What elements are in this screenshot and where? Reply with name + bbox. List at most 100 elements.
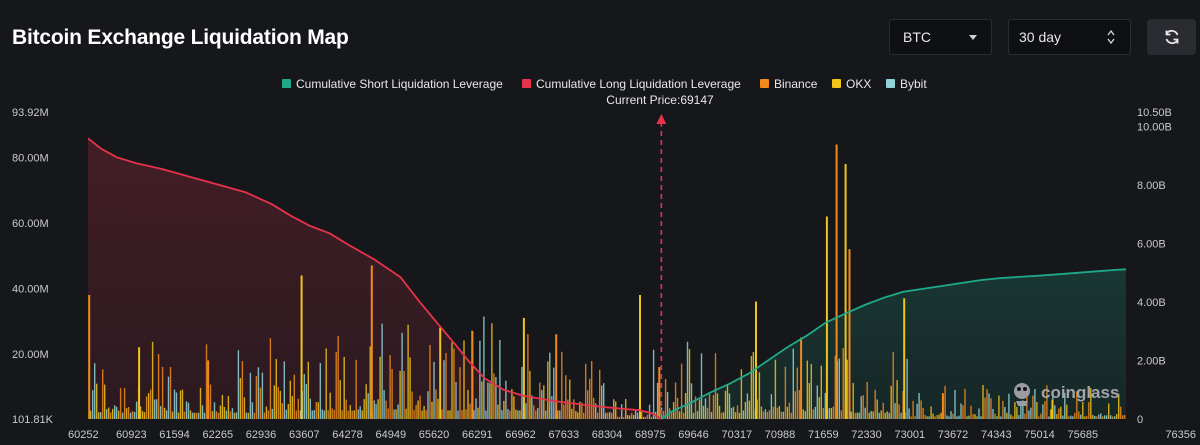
liquidation-bar (585, 363, 587, 419)
liquidation-bar-spike (835, 144, 838, 419)
liquidation-bar (403, 371, 405, 419)
updown-arrows-icon (1107, 29, 1115, 45)
page-title: Bitcoin Exchange Liquidation Map (12, 26, 349, 49)
liquidation-bar (139, 406, 142, 419)
liquidation-bar (597, 412, 599, 419)
liquidation-bar (912, 400, 914, 419)
liquidation-bar (245, 412, 248, 419)
x-axis-tick: 62265 (203, 429, 234, 441)
liquidation-bar (203, 412, 206, 419)
liquidation-bar (607, 412, 609, 419)
period-select-value: 30 day (1019, 29, 1062, 45)
liquidation-bar-spike (370, 265, 373, 419)
liquidation-bar (451, 342, 453, 419)
left-axis: 101.81K 20.00M 40.00M 60.00M 80.00M 93.92M (12, 107, 54, 426)
x-axis-tick: 60252 (68, 429, 99, 441)
liquidation-bar (1122, 415, 1124, 419)
liquidation-bar (549, 352, 551, 419)
liquidation-bar (724, 390, 727, 419)
liquidation-bar (517, 410, 519, 419)
liquidation-bar (796, 367, 798, 419)
liquidation-bar (916, 403, 918, 419)
period-select[interactable]: 30 day (1008, 19, 1131, 55)
x-axis-tick: 69646 (678, 429, 709, 441)
liquidation-bar (892, 352, 894, 419)
liquidation-bar (175, 392, 178, 419)
liquidation-bar (501, 410, 503, 419)
liquidation-bar (1072, 416, 1074, 419)
liquidation-bar (1124, 414, 1126, 419)
liquidation-bar-spike (941, 393, 944, 419)
liquidation-bar (615, 401, 617, 419)
liquidation-bar (880, 410, 882, 419)
liquidation-bar (601, 385, 603, 419)
right-axis-tick: 10.50B (1137, 107, 1172, 119)
liquidation-bar (323, 410, 325, 419)
liquidation-bar (293, 374, 295, 419)
refresh-button[interactable] (1147, 19, 1196, 55)
liquidation-bar (215, 411, 218, 419)
liquidation-bar (275, 359, 277, 419)
liquidation-bar (495, 377, 497, 419)
liquidation-bar (357, 409, 359, 419)
liquidation-bar (714, 353, 717, 419)
liquidation-bar (956, 416, 958, 419)
liquidation-bar-spike (825, 216, 828, 419)
liquidation-bar (161, 366, 164, 419)
liquidation-bar (782, 411, 785, 419)
liquidation-bar (415, 405, 417, 419)
liquidation-bar (361, 410, 363, 419)
x-axis-tick: 61594 (159, 429, 190, 441)
liquidation-bar (519, 410, 521, 419)
legend-entry: Cumulative Long Liquidation Leverage (536, 77, 741, 91)
liquidation-bar (631, 412, 633, 419)
liquidation-bar (828, 408, 830, 419)
liquidation-bar (141, 411, 144, 419)
liquidation-bar (936, 415, 938, 419)
liquidation-bar (858, 412, 860, 419)
liquidation-bar (772, 406, 775, 419)
liquidation-bar-spike (471, 331, 474, 419)
liquidation-bar (966, 416, 968, 419)
liquidation-bar (832, 406, 834, 419)
liquidation-bar (189, 410, 192, 419)
liquidation-bar (335, 352, 337, 419)
liquidation-bar (575, 410, 577, 419)
liquidation-bar (193, 412, 196, 419)
liquidation-bar (181, 389, 184, 419)
liquidation-bar (1100, 413, 1102, 419)
liquidation-bar (251, 402, 254, 419)
liquidation-bar (419, 395, 421, 419)
liquidation-bar (409, 357, 411, 419)
liquidation-bar (978, 408, 980, 419)
liquidation-bar (700, 353, 703, 419)
x-axis-tick: 73672 (938, 429, 969, 441)
liquidation-bar (1114, 416, 1116, 419)
liquidation-bar (347, 410, 349, 419)
liquidation-bar (253, 412, 256, 419)
liquidation-bar (758, 372, 761, 419)
liquidation-bar (623, 417, 625, 419)
liquidation-bar (125, 408, 128, 419)
liquidation-bar (529, 370, 531, 419)
liquidation-bar (553, 367, 555, 419)
liquidation-bar (1090, 388, 1092, 419)
liquidation-bar (163, 407, 166, 419)
liquidation-bar (435, 389, 437, 419)
liquidation-bar (788, 402, 791, 419)
liquidation-bar (992, 408, 994, 419)
liquidation-bar (123, 388, 126, 419)
liquidation-bar (704, 398, 707, 419)
liquidation-bar (629, 415, 631, 419)
coin-select[interactable]: BTC (889, 19, 992, 55)
liquidation-bar (343, 356, 345, 419)
liquidation-bar (619, 416, 621, 419)
liquidation-bar (674, 382, 677, 419)
liquidation-bar (834, 355, 836, 419)
liquidation-bar (211, 411, 214, 419)
chart-legend: Cumulative Short Liquidation Leverage Cum… (282, 77, 927, 91)
liquidation-bar (862, 395, 864, 419)
liquidation-bar (373, 400, 375, 419)
liquidation-bar (940, 412, 942, 419)
